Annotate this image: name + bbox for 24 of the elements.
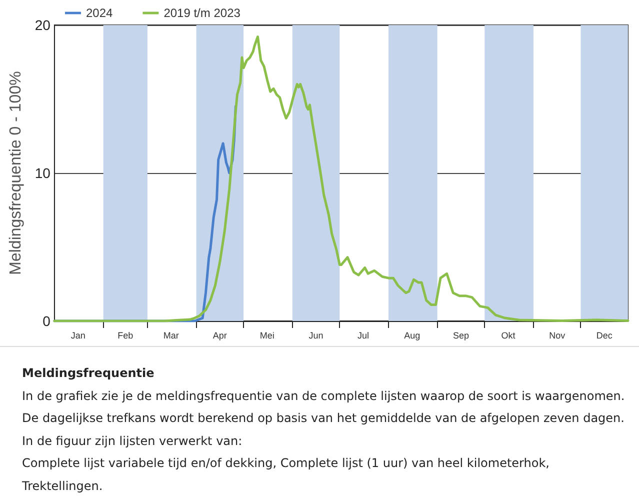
x-tick-label: Okt [501, 330, 516, 340]
y-axis-title: Meldingsfrequentie 0 - 100% [8, 71, 24, 275]
x-tick-label: Mar [163, 330, 179, 340]
y-tick-label: 20 [34, 17, 51, 33]
x-tick-label: Aug [404, 330, 420, 340]
x-tick-label: Mei [260, 330, 274, 340]
text: In de grafiek zie je de meldingsfrequentie van de complete lijsten waarop de soort is waargenomen. [22, 388, 626, 404]
x-tick-label: Jul [358, 330, 370, 340]
x-tick-label: Sep [452, 330, 469, 340]
x-tick-label: Nov [549, 330, 566, 340]
legend-label: 2019 t/m 2023 [164, 6, 241, 20]
x-tick-label: Jun [308, 330, 324, 340]
y-tick-label: 0 [42, 313, 51, 329]
text: In de figuur zijn lijsten verwerkt van: [22, 432, 244, 450]
x-tick-label: Apr [212, 330, 227, 340]
x-tick-label: Dec [596, 330, 613, 340]
legend-label: 2024 [86, 6, 114, 20]
text: De dagelijkse trefkans wordt berekend op basis van het gemiddelde van de afgelopen zeven dagen. [22, 410, 626, 427]
x-tick-label: Jan [70, 330, 86, 340]
y-tick-label: 10 [34, 165, 51, 181]
text: Trektellingen. [22, 478, 104, 494]
text: Meldingsfrequentie [22, 365, 156, 382]
x-tick-label: Feb [118, 330, 134, 340]
text: Complete lijst variabele tijd en/of dekking, Complete lijst (1 uur) van heel kilometerhok, [22, 455, 550, 472]
